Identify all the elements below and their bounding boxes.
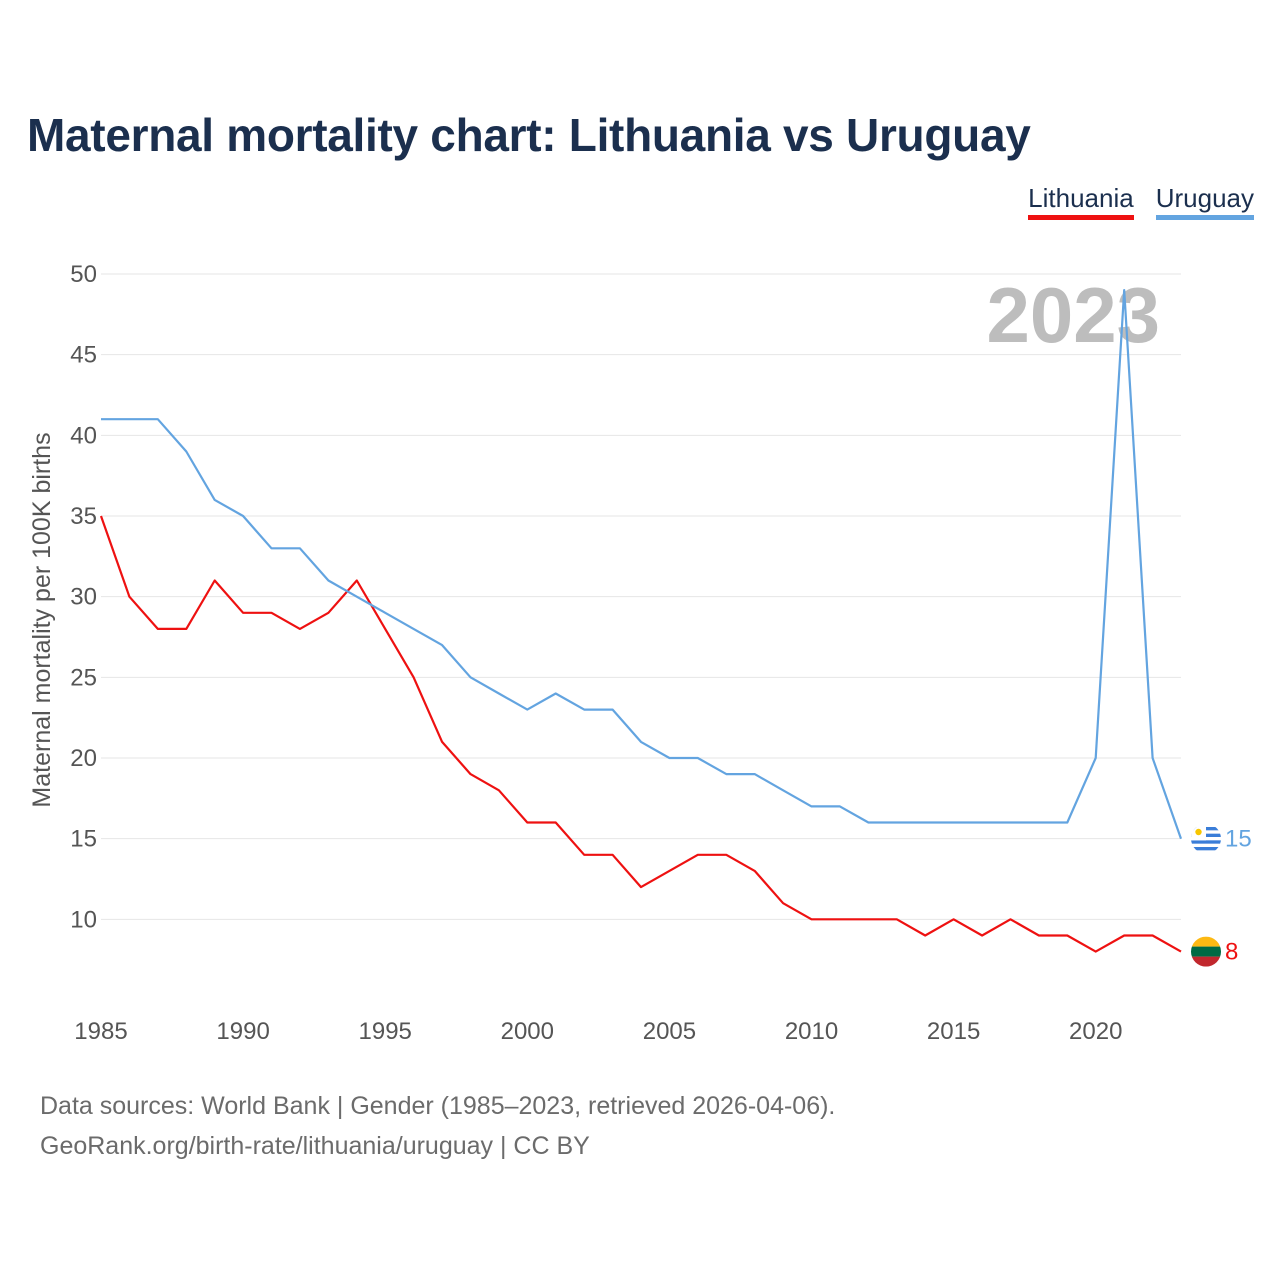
x-tick-label: 2005: [643, 1018, 696, 1045]
source-note: Data sources: World Bank | Gender (1985–…: [40, 1086, 835, 1166]
x-axis-ticks: 1985 1990 1995 2000 2005 2010 2015 2020: [74, 1018, 1122, 1045]
y-tick-label: 40: [70, 422, 97, 449]
x-tick-label: 1990: [216, 1018, 269, 1045]
y-axis-label: Maternal mortality per 100K births: [28, 432, 56, 807]
source-line-1: Data sources: World Bank | Gender (1985–…: [40, 1092, 836, 1120]
grid-lines: [101, 273, 1181, 920]
series-lines: [99, 289, 1183, 953]
end-marker-lithuania: 8: [1191, 936, 1238, 967]
y-tick-label: 50: [70, 261, 97, 288]
y-tick-label: 35: [70, 503, 97, 530]
end-value-label-uruguay: 15: [1225, 826, 1252, 853]
x-tick-label: 2020: [1069, 1018, 1122, 1045]
end-value-label-lithuania: 8: [1225, 939, 1238, 966]
series-line-lithuania: [99, 515, 1182, 953]
end-marker-uruguay: 15: [1191, 823, 1252, 854]
source-line-2[interactable]: GeoRank.org/birth-rate/lithuania/uruguay…: [40, 1132, 590, 1160]
legend-item-lithuania[interactable]: Lithuania: [1028, 183, 1134, 220]
chart-title: Maternal mortality chart: Lithuania vs U…: [27, 109, 1031, 161]
y-tick-label: 15: [70, 826, 97, 853]
y-tick-label: 20: [70, 745, 97, 772]
x-tick-label: 2015: [927, 1018, 980, 1045]
series-end-markers: 8 15: [1191, 823, 1252, 967]
y-tick-label: 45: [70, 342, 97, 369]
x-tick-label: 1985: [74, 1018, 127, 1045]
x-tick-label: 2000: [501, 1018, 554, 1045]
x-tick-label: 1995: [359, 1018, 412, 1045]
legend: Lithuania Uruguay: [1028, 183, 1254, 220]
series-line-uruguay: [101, 289, 1183, 840]
flag-icon-uruguay: [1191, 823, 1221, 854]
year-watermark: 2023: [986, 271, 1160, 359]
x-tick-label: 2010: [785, 1018, 838, 1045]
y-tick-label: 10: [70, 906, 97, 933]
y-tick-label: 25: [70, 664, 97, 691]
y-axis-ticks: 10 15 20 25 30 35 40 45 50: [70, 261, 97, 933]
y-tick-label: 30: [70, 584, 97, 611]
legend-item-uruguay[interactable]: Uruguay: [1155, 183, 1254, 220]
flag-icon-lithuania: [1191, 936, 1221, 967]
